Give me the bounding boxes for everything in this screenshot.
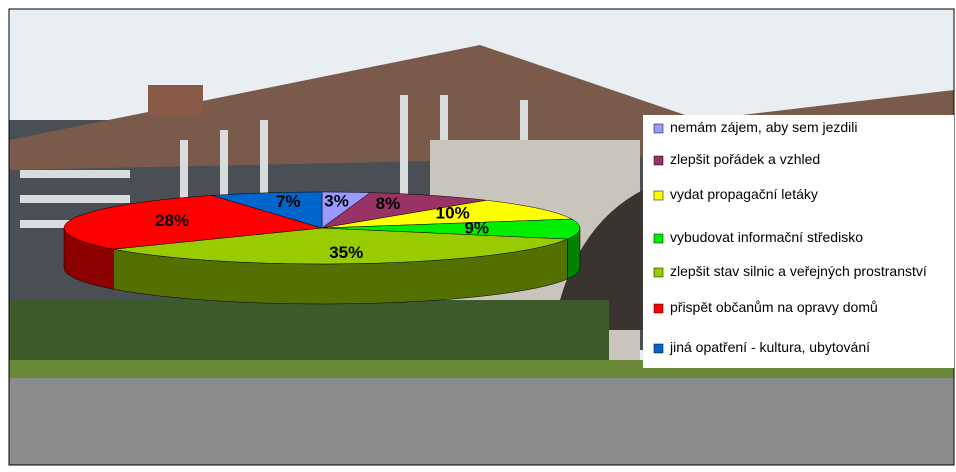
legend-box	[643, 115, 954, 368]
legend-label: vydat propagační letáky	[670, 186, 818, 202]
legend-label: jiná opatření - kultura, ubytování	[669, 339, 870, 355]
data-label: 7%	[276, 192, 301, 211]
legend-swatch	[653, 343, 664, 354]
legend-swatch	[653, 123, 664, 134]
legend-label: vybudovat informační středisko	[670, 229, 863, 245]
legend-label: nemám zájem, aby sem jezdili	[670, 119, 858, 135]
data-label: 35%	[329, 243, 363, 262]
data-label: 3%	[324, 192, 349, 211]
slice	[321, 218, 581, 240]
data-label: 28%	[155, 211, 189, 230]
slice	[321, 192, 487, 229]
slice	[113, 227, 568, 265]
legend-swatch	[653, 267, 664, 278]
legend-swatch	[653, 303, 664, 314]
legend-swatch	[653, 233, 664, 244]
legend-label: zlepšit stav silnic a veřejných prostran…	[670, 263, 927, 279]
data-label: 10%	[436, 204, 470, 223]
data-label: 9%	[464, 218, 489, 237]
legend-swatch	[653, 190, 664, 201]
data-label: 8%	[376, 194, 401, 213]
slice	[63, 195, 323, 250]
legend-label: zlepšit pořádek a vzhled	[670, 151, 820, 167]
slice	[212, 191, 323, 229]
legend-label: přispět občanům na opravy domů	[670, 299, 878, 315]
legend-swatch	[653, 155, 664, 166]
